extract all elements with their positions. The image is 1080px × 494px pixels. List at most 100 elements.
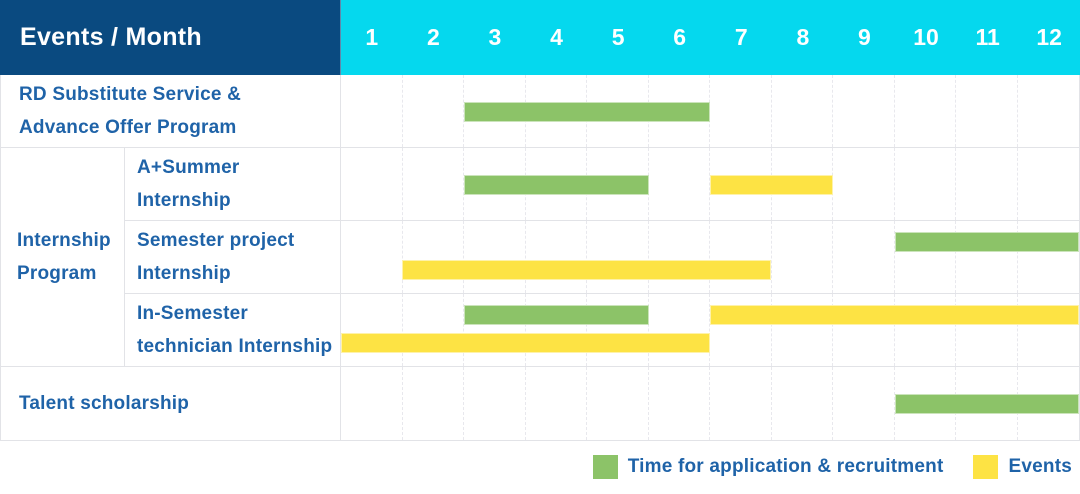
row-label-line: In-Semester (137, 303, 248, 324)
grid-column (772, 75, 833, 147)
table-body: RD Substitute Service & Advance Offer Pro… (0, 75, 1080, 441)
application-bar (894, 232, 1079, 252)
grid-column (587, 367, 649, 440)
grid-column (649, 221, 710, 293)
event-bar (710, 305, 1079, 325)
grid-column (895, 75, 956, 147)
month-tick: 4 (550, 24, 563, 50)
grid-column (526, 221, 587, 293)
event-bar (710, 175, 833, 195)
row-rd-substitute-service: RD Substitute Service & Advance Offer Pro… (1, 75, 1079, 148)
grid-column (956, 221, 1018, 293)
grid-column (895, 221, 956, 293)
grid-column (587, 294, 649, 366)
legend-item-event: Events (973, 455, 1072, 479)
grid-column (833, 294, 895, 366)
grid-column (403, 221, 464, 293)
month-header: 1 2 3 4 5 6 7 8 9 10 11 12 (341, 0, 1080, 75)
month-tick: 5 (611, 24, 625, 50)
legend-label: Time for application & recruitment (627, 456, 944, 477)
group-block-internship-program: Internship Program A+Summer Internship Semes… (1, 148, 1079, 367)
grid-column (464, 221, 526, 293)
grid-column (833, 367, 895, 440)
grid-column (649, 294, 710, 366)
grid-column (772, 294, 833, 366)
grid-column (895, 294, 956, 366)
application-bar (464, 102, 710, 122)
row-label-line: Internship (137, 263, 231, 284)
grid-column (772, 367, 833, 440)
grid-column (895, 148, 956, 220)
row-label-line: technician Internship (137, 336, 333, 357)
grid-column (464, 294, 526, 366)
legend: Time for application & recruitment Events (592, 455, 1072, 479)
month-tick: 11 (975, 24, 1000, 50)
row-label-a-plus-summer-internship: A+Summer Internship (125, 148, 341, 220)
event-bar (341, 333, 710, 353)
grid-column (587, 221, 649, 293)
row-label-in-semester-technician-internship: In-Semester technician Internship (125, 294, 341, 366)
month-tick: 8 (796, 24, 810, 50)
row-a-plus-summer-internship: A+Summer Internship (125, 148, 1079, 221)
month-tick: 12 (1036, 24, 1062, 50)
month-tick: 1 (365, 24, 379, 50)
grid-column (772, 221, 833, 293)
month-tick: 9 (858, 24, 871, 50)
row-talent-scholarship: Talent scholarship (1, 367, 1079, 440)
application-bar (464, 305, 649, 325)
events-month-corner-header: Events / Month (0, 0, 341, 75)
grid-column (341, 148, 403, 220)
grid-column (956, 148, 1018, 220)
row-semester-project-internship: Semester project Internship (125, 221, 1079, 294)
group-label-line: Program (17, 263, 97, 284)
grid-column (341, 75, 403, 147)
grid-column (464, 367, 526, 440)
grid-column (649, 148, 710, 220)
grid-column (710, 75, 772, 147)
grid-column (833, 221, 895, 293)
row-label-line: Advance Offer Program (19, 117, 237, 138)
grid-column (526, 294, 587, 366)
row-label-line: Internship (137, 190, 231, 211)
grid-column (341, 294, 403, 366)
month-tick: 7 (734, 24, 748, 50)
row-label-line: RD Substitute Service & (19, 84, 242, 105)
row-label-semester-project-internship: Semester project Internship (125, 221, 341, 293)
grid-column (649, 367, 710, 440)
grid-column (403, 75, 464, 147)
row-label-line: Talent scholarship (19, 393, 190, 414)
month-tick: 6 (673, 24, 687, 50)
row-timeline-rd-substitute-service (341, 75, 1079, 147)
row-label-line: Semester project (137, 230, 295, 251)
grid-column (403, 294, 464, 366)
legend-item-application: Time for application & recruitment (592, 455, 944, 479)
row-label-rd-substitute-service: RD Substitute Service & Advance Offer Pro… (1, 75, 341, 147)
grid-column (526, 367, 587, 440)
grid-column (710, 221, 772, 293)
row-timeline-in-semester-technician-internship (341, 294, 1079, 366)
event-bar (402, 260, 772, 280)
grid-column (833, 75, 895, 147)
header-row: Events / Month 1 2 3 4 5 6 7 8 9 10 11 12 (0, 0, 1080, 75)
row-timeline-talent-scholarship (341, 367, 1079, 440)
row-timeline-a-plus-summer-internship (341, 148, 1079, 220)
legend-label: Events (1008, 456, 1072, 477)
group-rows: A+Summer Internship Semester project Intern… (125, 148, 1079, 366)
grid-column (1018, 75, 1080, 147)
month-tick: 3 (488, 24, 502, 50)
group-label-line: Internship (17, 230, 111, 251)
row-label-line: A+Summer (137, 157, 240, 178)
group-label: Internship Program (1, 148, 125, 366)
grid-column (956, 294, 1018, 366)
grid-column (956, 75, 1018, 147)
grid-column (403, 148, 464, 220)
application-bar (894, 394, 1079, 414)
month-tick: 10 (913, 24, 939, 50)
month-tick: 2 (426, 24, 440, 50)
grid-column (833, 148, 895, 220)
application-swatch-icon (592, 455, 618, 479)
row-timeline-semester-project-internship (341, 221, 1079, 293)
application-bar (464, 175, 649, 195)
row-label-talent-scholarship: Talent scholarship (1, 367, 341, 440)
